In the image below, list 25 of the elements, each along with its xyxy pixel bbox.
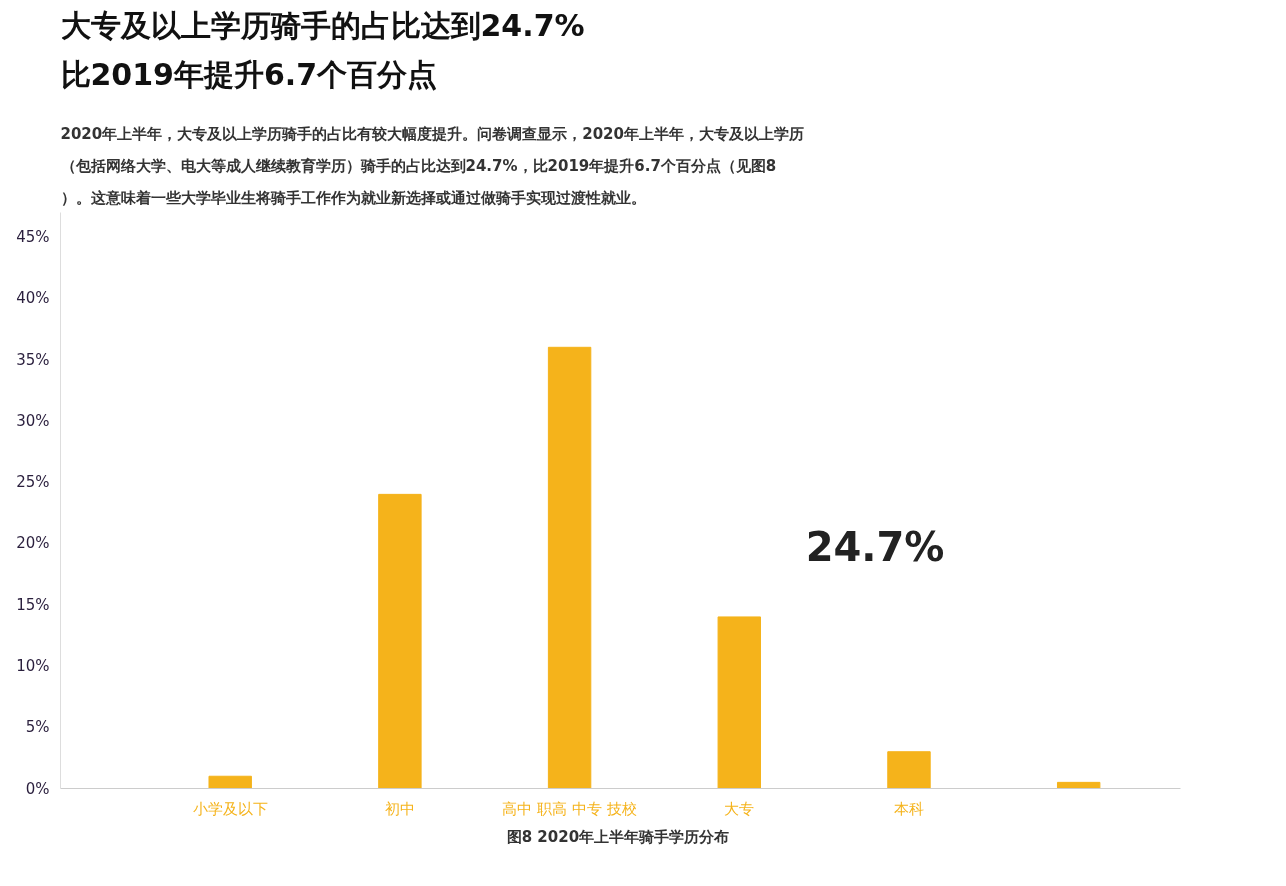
y-tick-label: 20% [16, 534, 50, 553]
bar [547, 346, 592, 789]
caption: 图8 2020年上半年骑手学历分布 [506, 827, 730, 846]
annotation: 24.7% [805, 523, 945, 570]
chart-title: 大专及以上学历骑手的占比达到24.7% 比2019年提升6.7个百分点 [60, 7, 585, 92]
x-tick-label: 高中 职高 中专 技校 [502, 799, 637, 818]
y-tick-label: 25% [16, 473, 50, 492]
x-tick-label: 初中 [384, 799, 415, 818]
y-tick-label: 0% [25, 779, 50, 798]
y-tick-label: 10% [16, 656, 50, 675]
y-tick-label: 15% [16, 595, 50, 614]
y-tick-label: 45% [16, 228, 50, 247]
y-tick-label: 35% [16, 350, 50, 369]
bar [887, 751, 931, 789]
bar [208, 775, 252, 789]
x-tick-label: 小学及以下 [192, 799, 268, 818]
y-tick-label: 30% [16, 411, 50, 430]
x-tick-label: 本科 [893, 799, 924, 818]
y-tick-label: 5% [25, 718, 50, 737]
chart-subtitle: 2020年上半年，大专及以上学历骑手的占比有较大幅度提升。问卷调查显示，2020年上半年，大专及以上学历（包括网络大学、电大等成人继续教育学历）骑手的占比达到24.7%，比2019年提升6.7个百分点（见图8）。这意味着一些大学毕业生将骑手工作作为就业新选择或通过做骑手实现过渡性就业。 [60, 124, 804, 208]
bar [1056, 781, 1101, 789]
bar [378, 493, 422, 789]
bar [717, 616, 761, 789]
x-tick-label: 大专 [724, 799, 755, 818]
y-tick-label: 40% [16, 289, 50, 308]
